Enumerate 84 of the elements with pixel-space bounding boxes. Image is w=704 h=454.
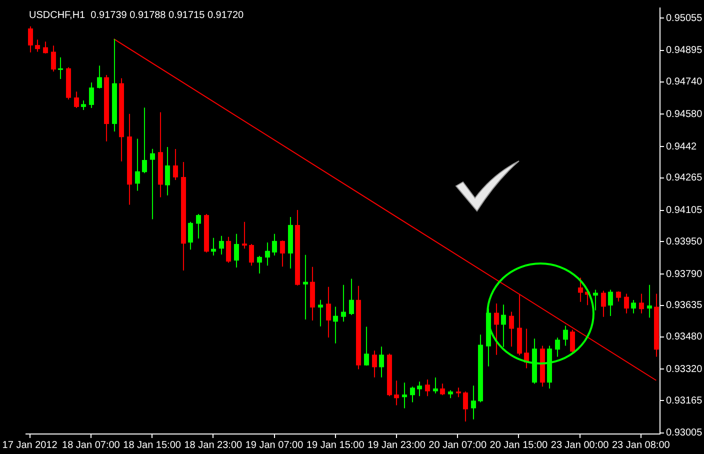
candlestick [494, 302, 499, 356]
x-tick-label: 18 Jan 15:00 [123, 440, 182, 451]
candlestick [364, 326, 369, 366]
candlestick [593, 289, 598, 311]
candlestick [501, 304, 506, 348]
candlestick [402, 382, 407, 409]
candlestick [326, 286, 331, 338]
candlestick [150, 148, 155, 220]
x-tick-label: 19 Jan 23:00 [368, 440, 426, 451]
candlestick [28, 26, 33, 53]
candlestick [303, 254, 308, 320]
candlestick [242, 221, 247, 250]
candlestick [631, 300, 636, 314]
candlestick [97, 65, 102, 89]
y-tick-label: 0.95055 [666, 12, 703, 24]
x-tick-label: 20 Jan 07:00 [428, 440, 487, 451]
candlestick [135, 138, 140, 192]
candlestick [456, 387, 461, 398]
x-tick-label: 18 Jan 23:00 [184, 440, 242, 451]
candlestick [58, 56, 63, 80]
candlestick [463, 391, 468, 422]
candlestick [570, 329, 575, 354]
x-tick-label: 20 Jan 15:00 [490, 440, 548, 451]
candlestick [471, 385, 476, 420]
x-tick-label: 19 Jan 15:00 [306, 440, 365, 451]
y-tick-label: 0.93790 [666, 268, 703, 280]
y-tick-label: 0.94895 [666, 45, 703, 56]
candlestick [219, 235, 224, 255]
candlestick [417, 381, 422, 397]
y-tick-label: 0.93005 [666, 428, 703, 439]
candlestick [43, 41, 48, 54]
x-tick-label: 19 Jan 07:00 [245, 440, 304, 451]
candlestick [280, 240, 285, 268]
candlestick [81, 100, 86, 110]
candlestick [601, 290, 606, 318]
y-tick-label: 0.94740 [666, 76, 703, 88]
candlestick [318, 299, 323, 327]
y-tick-label: 0.93950 [666, 236, 703, 248]
y-tick-label: 0.94265 [666, 172, 703, 184]
candlestick [196, 214, 201, 240]
y-tick-label: 0.93635 [666, 300, 703, 312]
candlestick [51, 45, 56, 72]
x-tick-label: 23 Jan 00:00 [550, 440, 610, 451]
y-tick-label: 0.93480 [666, 332, 703, 343]
candlestick [74, 91, 79, 108]
candlestick [394, 380, 399, 406]
y-tick-label: 0.93165 [666, 395, 703, 406]
candlestick [379, 346, 384, 378]
chart-title: USDCHF,H1 0.91739 0.91788 0.91715 0.91720 [29, 10, 244, 21]
candlestick [265, 242, 270, 266]
candlestick [578, 277, 583, 302]
candlestick [425, 379, 430, 397]
y-tick-label: 0.9442 [666, 141, 698, 152]
candlestick [563, 325, 568, 346]
candlestick [349, 278, 354, 316]
x-tick-label: 23 Jan 08:00 [612, 440, 670, 451]
candlestick [555, 337, 560, 358]
candlestick [608, 289, 613, 317]
candlestick [624, 293, 629, 314]
candlestick [249, 243, 254, 266]
candlestick [440, 383, 445, 396]
y-tick-label: 0.93320 [666, 364, 703, 375]
candlestick [272, 233, 277, 256]
candlestick [639, 293, 644, 314]
candlestick [89, 82, 94, 108]
x-tick-label: 17 Jan 2012 [2, 440, 58, 451]
candlestick [509, 311, 514, 348]
candlestick [226, 236, 231, 264]
candlestick [257, 255, 262, 274]
candlestick [647, 284, 652, 318]
candlestick [341, 284, 346, 322]
candlestick [410, 386, 415, 403]
candlestick [165, 146, 170, 196]
candlestick [372, 350, 377, 378]
candlestick [173, 148, 178, 181]
x-tick-label: 18 Jan 07:00 [62, 440, 120, 451]
candlestick [234, 233, 239, 268]
candlestick [433, 377, 438, 394]
y-tick-label: 0.94580 [666, 108, 703, 120]
candlestick [35, 39, 40, 52]
candlestick [142, 107, 147, 174]
candlestick [333, 306, 338, 344]
candlestick [188, 221, 193, 250]
y-tick-label: 0.94105 [666, 205, 703, 216]
